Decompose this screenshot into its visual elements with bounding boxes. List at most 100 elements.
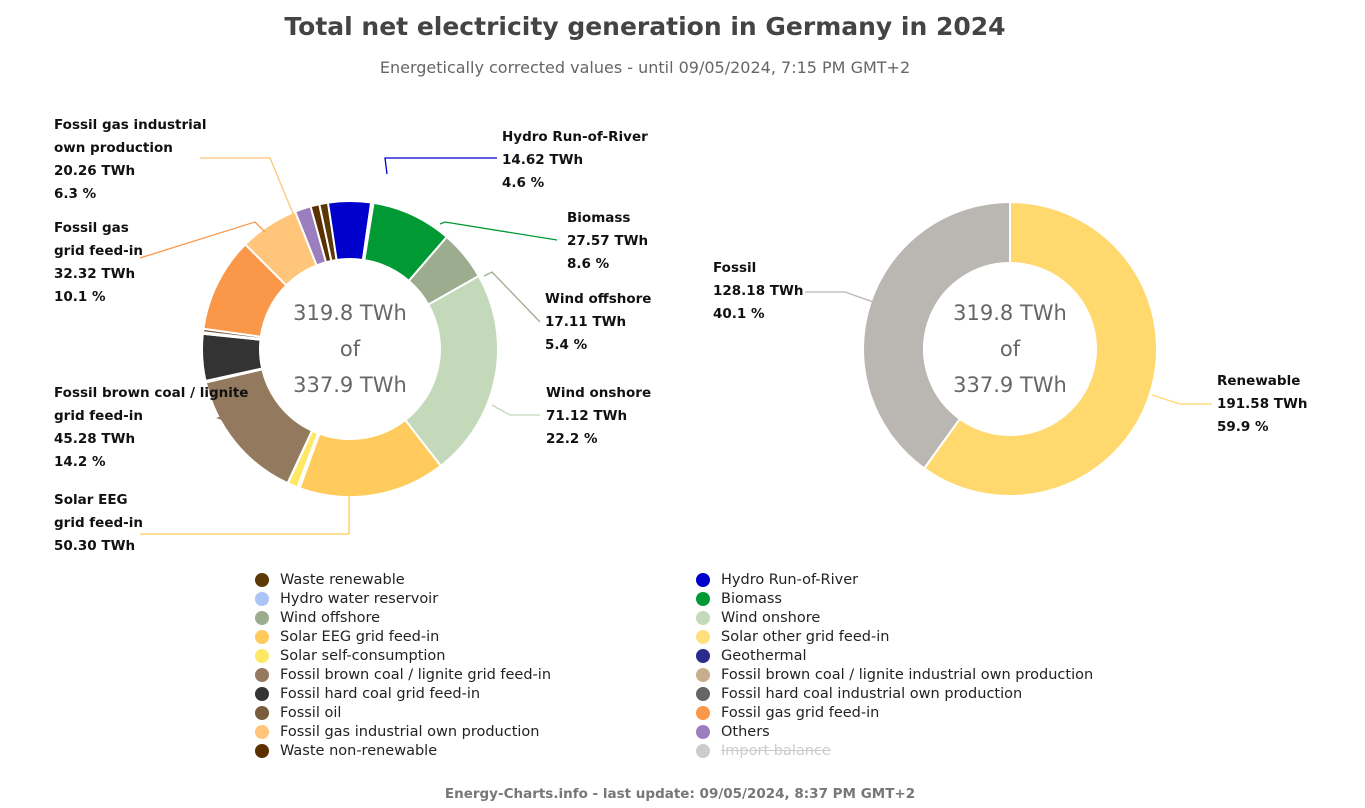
center-line-2: of (999, 337, 1021, 361)
data-label-line: own production (54, 140, 173, 156)
legend-item[interactable]: Solar EEG grid feed-in (255, 627, 551, 646)
legend-item[interactable]: Solar other grid feed-in (696, 627, 1093, 646)
legend-item[interactable]: Fossil gas grid feed-in (696, 703, 1093, 722)
legend-item[interactable]: Biomass (696, 589, 1093, 608)
leader-line (384, 157, 497, 175)
legend-item[interactable]: Fossil oil (255, 703, 551, 722)
legend-label: Waste non-renewable (280, 742, 438, 759)
data-label-line: 128.18 TWh (713, 283, 804, 299)
data-label: Fossil 128.18 TWh 40.1 % (713, 257, 804, 326)
data-label-line: Fossil gas industrial (54, 117, 207, 133)
data-label-line: 50.30 TWh (54, 538, 136, 554)
data-label-line: 27.57 TWh (567, 233, 649, 249)
data-label-line: Wind onshore (546, 385, 652, 401)
center-line-1: 319.8 TWh (293, 301, 407, 325)
legend-item[interactable]: Geothermal (696, 646, 1093, 665)
slice-fossil[interactable] (862, 201, 1011, 470)
legend-item[interactable]: Fossil hard coal grid feed-in (255, 684, 551, 703)
slice-waste-non-renewable[interactable] (309, 203, 333, 264)
legend-marker-icon (255, 591, 269, 606)
data-label-line: grid feed-in (54, 515, 144, 531)
chart-subtitle: Energetically corrected values - until 0… (379, 58, 911, 77)
leader-line (216, 411, 236, 425)
leader-line (140, 494, 350, 535)
legend-marker-icon (696, 724, 710, 739)
data-label-line: 32.32 TWh (54, 266, 136, 282)
legend-marker-icon (255, 610, 269, 625)
legend-marker-icon (696, 686, 710, 701)
data-label: Solar EEG grid feed-in 50.30 TWh (54, 489, 143, 558)
data-label-line: 5.4 % (545, 337, 588, 353)
legend-label: Fossil gas industrial own production (280, 723, 540, 740)
legend-item[interactable]: Hydro Run-of-River (696, 570, 1093, 589)
legend-item[interactable]: Fossil brown coal / lignite industrial o… (696, 665, 1093, 684)
leader-line (805, 291, 877, 304)
legend-marker-icon (255, 648, 269, 663)
center-line-3: 337.9 TWh (293, 373, 407, 397)
data-label-line: 59.9 % (1217, 419, 1269, 435)
data-label-line: 71.12 TWh (546, 408, 628, 424)
legend-label: Fossil gas grid feed-in (721, 704, 880, 721)
legend-item[interactable]: Fossil brown coal / lignite grid feed-in (255, 665, 551, 684)
data-label: Renewable 191.58 TWh 59.9 % (1217, 370, 1308, 439)
center-line-3: 337.9 TWh (953, 373, 1067, 397)
legend-left-column: Waste renewable Hydro water reservoir Wind… (255, 570, 551, 760)
leader-line (439, 221, 558, 241)
chart-title: Total net electricity generation in Germ… (284, 12, 1006, 41)
leader-line (1151, 394, 1212, 405)
legend-marker-icon (255, 667, 269, 682)
data-label-line: Fossil brown coal / lignite (54, 385, 249, 401)
legend-item[interactable]: Solar self-consumption (255, 646, 551, 665)
legend-item[interactable]: Wind onshore (696, 608, 1093, 627)
data-label-line: 14.2 % (54, 454, 106, 470)
legend-item[interactable]: Waste renewable (255, 570, 551, 589)
legend-label: Wind onshore (721, 609, 821, 626)
leader-line (483, 271, 541, 323)
legend-marker-icon (696, 667, 710, 682)
legend-label: Others (721, 723, 770, 740)
data-label-line: grid feed-in (54, 243, 144, 259)
data-label-line: Solar EEG (54, 492, 128, 508)
legend-marker-icon (255, 629, 269, 644)
legend-item[interactable]: Fossil hard coal industrial own producti… (696, 684, 1093, 703)
data-label: Fossil brown coal / lignite grid feed-in 4… (54, 382, 248, 474)
data-label: Wind onshore 71.12 TWh 22.2 % (546, 382, 651, 451)
data-label-line: Renewable (1217, 373, 1301, 389)
legend-item[interactable]: Import balance (696, 741, 1093, 760)
legend-marker-icon (696, 705, 710, 720)
data-label-line: 20.26 TWh (54, 163, 136, 179)
data-label-line: 8.6 % (567, 256, 610, 272)
data-label-line: 10.1 % (54, 289, 106, 305)
legend-item[interactable]: Wind offshore (255, 608, 551, 627)
data-label-line: Fossil (713, 260, 757, 276)
legend-marker-icon (696, 572, 710, 587)
legend-item[interactable]: Waste non-renewable (255, 741, 551, 760)
leader-line (491, 404, 540, 416)
legend-marker-icon (255, 743, 269, 758)
slice-renewable[interactable] (923, 201, 1158, 497)
legend-item[interactable]: Hydro water reservoir (255, 589, 551, 608)
data-label-line: 45.28 TWh (54, 431, 136, 447)
legend-label: Solar self-consumption (280, 647, 446, 664)
data-label-line: Biomass (567, 210, 631, 226)
data-label-line: 6.3 % (54, 186, 97, 202)
data-label-line: 191.58 TWh (1217, 396, 1308, 412)
data-label: Hydro Run-of-River 14.62 TWh 4.6 % (502, 126, 648, 195)
data-label-line: Hydro Run-of-River (502, 129, 648, 145)
legend-item[interactable]: Fossil gas industrial own production (255, 722, 551, 741)
legend-marker-icon (255, 724, 269, 739)
data-label-line: grid feed-in (54, 408, 144, 424)
legend-label: Fossil oil (280, 704, 342, 721)
legend-label: Geothermal (721, 647, 807, 664)
legend-item[interactable]: Others (696, 722, 1093, 741)
legend-label: Hydro water reservoir (280, 590, 439, 607)
footer-credit: Energy-Charts.info - last update: 09/05/… (444, 786, 916, 802)
legend-marker-icon (255, 572, 269, 587)
data-label: Fossil gas grid feed-in 32.32 TWh 10.1 % (54, 217, 143, 309)
legend-label: Waste renewable (280, 571, 405, 588)
legend-label: Solar EEG grid feed-in (280, 628, 440, 645)
right-donut-center: 319.8 TWh of 337.9 TWh (930, 295, 1090, 403)
data-label: Wind offshore 17.11 TWh 5.4 % (545, 288, 651, 357)
left-donut-center: 319.8 TWh of 337.9 TWh (270, 295, 430, 403)
legend-label: Fossil brown coal / lignite grid feed-in (280, 666, 552, 683)
